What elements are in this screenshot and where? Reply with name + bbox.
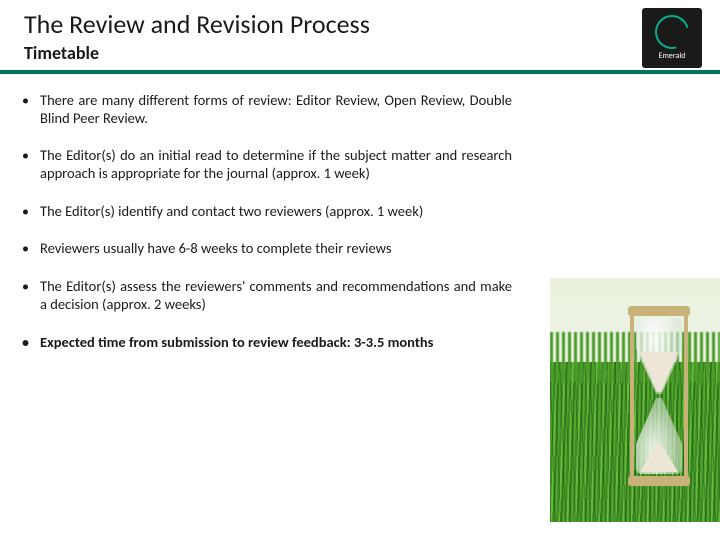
- bullet-item: The Editor(s) identify and contact two r…: [22, 203, 512, 221]
- slide-subtitle: Timetable: [24, 42, 696, 64]
- logo-brand-text: Emerald: [659, 51, 686, 61]
- bullet-item: The Editor(s) assess the reviewers' comm…: [22, 278, 512, 313]
- bullet-item: Reviewers usually have 6-8 weeks to comp…: [22, 240, 512, 258]
- bullet-item: Expected time from submission to review …: [22, 334, 512, 352]
- slide-header: The Review and Revision Process Timetabl…: [0, 0, 720, 70]
- bullet-item: The Editor(s) do an initial read to dete…: [22, 147, 512, 182]
- bullet-list: There are many different forms of review…: [22, 92, 512, 371]
- hourglass-icon: [624, 306, 694, 486]
- slide-title: The Review and Revision Process: [24, 8, 696, 40]
- bullet-item: There are many different forms of review…: [22, 92, 512, 127]
- logo-swirl-icon: [649, 9, 695, 55]
- brand-logo: Emerald: [642, 8, 702, 68]
- hourglass-image: [550, 278, 720, 522]
